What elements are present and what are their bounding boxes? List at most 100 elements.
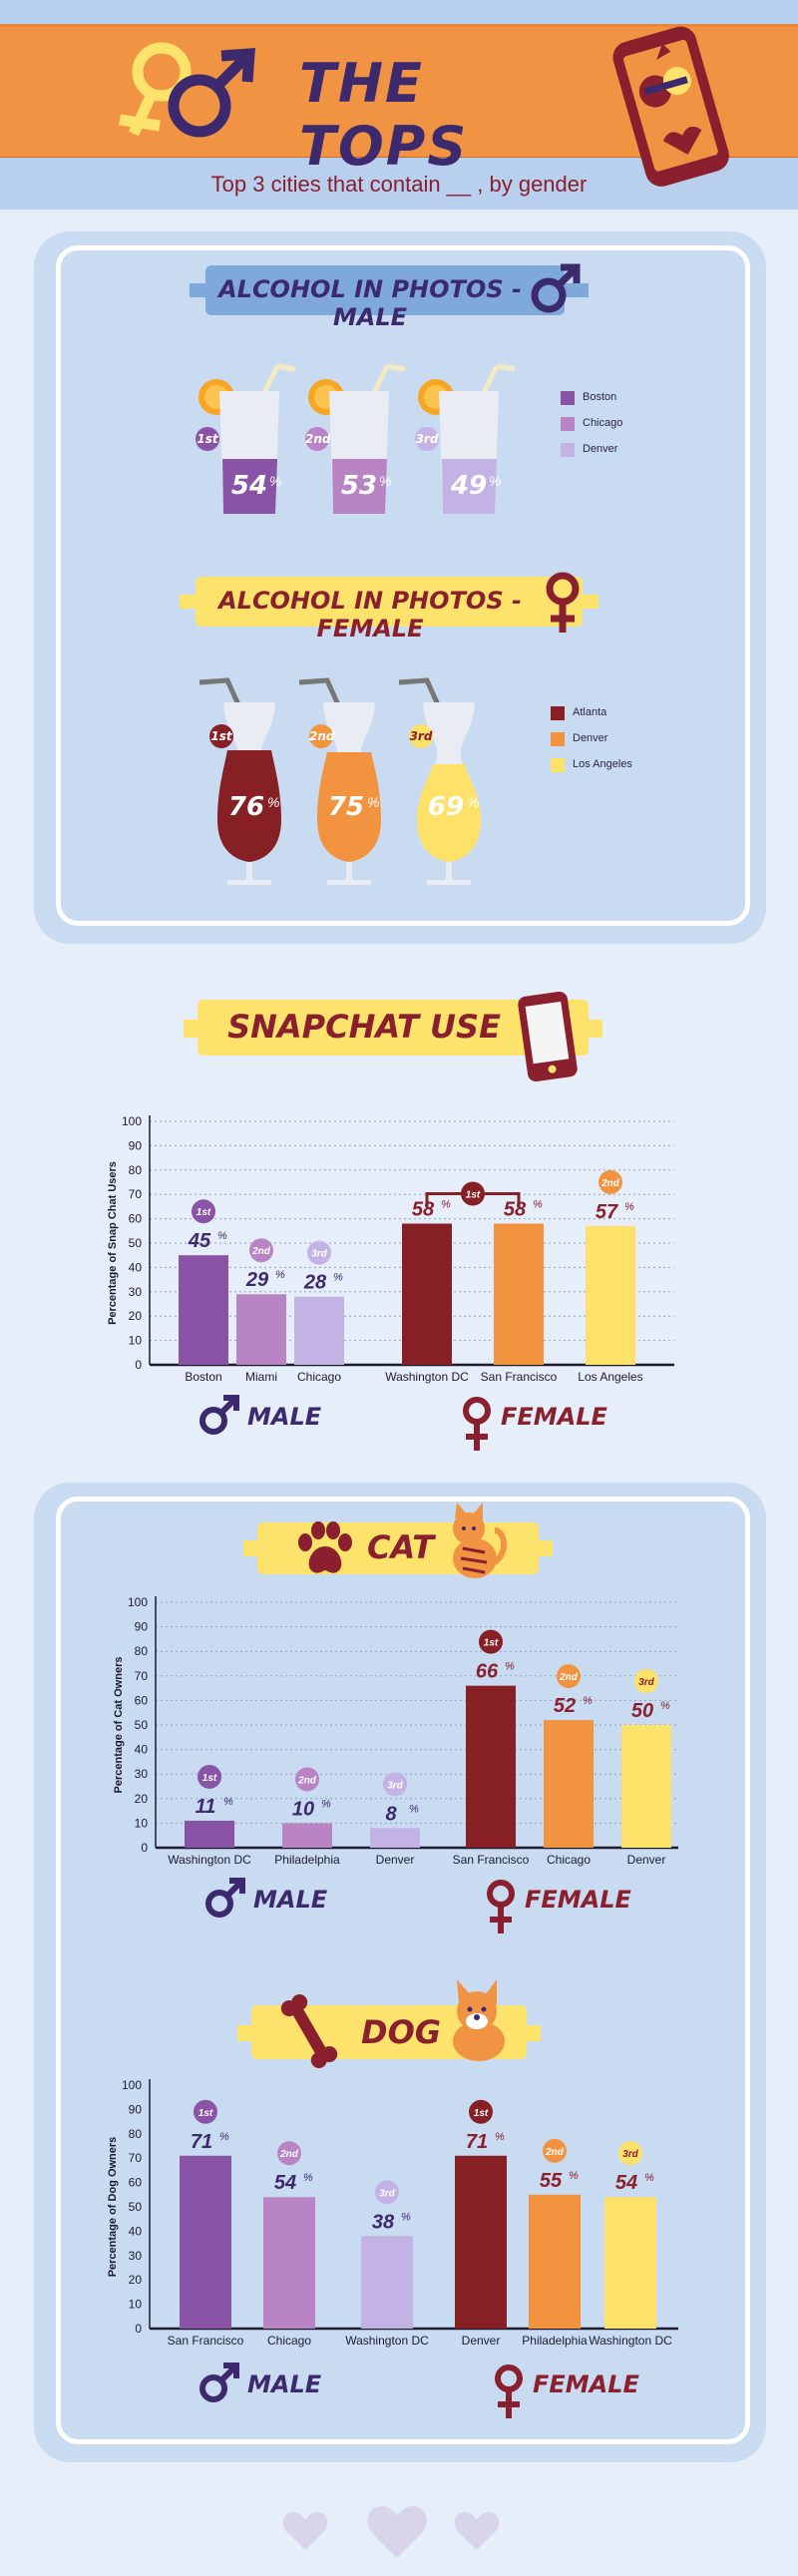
percent-value: 75 bbox=[327, 792, 365, 822]
female-drink-2: 2nd 75 % bbox=[289, 670, 389, 890]
rank-badge bbox=[634, 1669, 658, 1693]
female-drink-3: 3rd 69 % bbox=[389, 670, 489, 890]
y-tick-label: 100 bbox=[122, 2078, 142, 2092]
bone-icon bbox=[280, 1994, 338, 2068]
female-symbol-icon bbox=[495, 2364, 523, 2418]
bar bbox=[621, 1725, 671, 1848]
bar bbox=[282, 1823, 332, 1848]
rank-badge bbox=[194, 2099, 217, 2124]
cat-chart: Percentage of Cat Owners 0 10 20 30 40 50 60 70 8… bbox=[113, 1595, 678, 1867]
bar bbox=[185, 1820, 234, 1848]
male-label: MALE bbox=[247, 2370, 322, 2398]
y-tick-label: 20 bbox=[135, 1792, 149, 1806]
percent-sign: % bbox=[583, 1695, 593, 1707]
snapchat-chart: Percentage of Snap Chat Users 0 10 20 30 40 50… bbox=[107, 1114, 674, 1384]
x-tick-label: Washington DC bbox=[385, 1370, 469, 1384]
bar bbox=[604, 2197, 656, 2329]
percent-value: 49 bbox=[450, 471, 488, 501]
rank-label: 2nd bbox=[279, 2149, 299, 2160]
value-label: 52 bbox=[554, 1695, 576, 1717]
y-tick-label: 30 bbox=[135, 1767, 149, 1781]
rank-label: 1st bbox=[474, 2108, 489, 2119]
x-tick-label: Chicago bbox=[267, 2334, 311, 2348]
value-label: 11 bbox=[196, 1796, 216, 1818]
y-axis-label: Percentage of Cat Owners bbox=[113, 1657, 125, 1794]
x-tick-label: Miami bbox=[245, 1370, 277, 1384]
rank-badge bbox=[295, 1767, 319, 1792]
value-label: 55 bbox=[540, 2170, 563, 2192]
rank-badge: 3rd bbox=[415, 427, 439, 451]
dog-chart: Percentage of Dog Owners 0 10 20 30 40 50 60 70 8… bbox=[107, 2078, 678, 2348]
percent-sign: % bbox=[644, 2172, 654, 2184]
rank-badge: 3rd bbox=[409, 724, 433, 748]
bar bbox=[236, 1294, 286, 1365]
y-tick-label: 30 bbox=[129, 1285, 143, 1299]
bar bbox=[370, 1828, 420, 1848]
bar bbox=[361, 2236, 413, 2329]
percent-sign: % bbox=[275, 1269, 285, 1281]
legend-swatch bbox=[551, 732, 565, 746]
x-tick-label: Philadelphia bbox=[522, 2334, 588, 2348]
rank-label: 3rd bbox=[379, 2188, 395, 2199]
rank-label: 1st bbox=[484, 1638, 499, 1649]
alcohol-female-title: ALCOHOL IN PHOTOS - FEMALE bbox=[218, 587, 522, 643]
percent-sign: % bbox=[409, 1803, 419, 1815]
y-tick-label: 10 bbox=[135, 1816, 149, 1830]
percent-value: 69 bbox=[427, 792, 465, 822]
hurricane-glass-icon bbox=[298, 677, 381, 885]
female-symbol-icon bbox=[546, 572, 580, 633]
value-label: 58 bbox=[504, 1198, 527, 1220]
phone-selfie-icon bbox=[612, 26, 729, 187]
corgi-dog-icon bbox=[453, 1979, 505, 2061]
y-tick-label: 80 bbox=[129, 2127, 143, 2141]
x-tick-label: Denver bbox=[462, 2334, 501, 2348]
rank-label: 1st bbox=[466, 1189, 481, 1200]
legend-label: Atlanta bbox=[573, 706, 607, 718]
y-tick-label: 20 bbox=[129, 2273, 143, 2287]
y-tick-label: 40 bbox=[129, 1260, 143, 1274]
pets-panel-border bbox=[56, 1497, 750, 2444]
percent-sign: % bbox=[401, 2211, 411, 2223]
male-symbol-icon bbox=[205, 1878, 245, 1918]
paw-print-icon bbox=[298, 1521, 352, 1573]
y-tick-label: 70 bbox=[129, 1187, 143, 1201]
legend-label: Boston bbox=[583, 391, 617, 403]
rank-badge bbox=[557, 1664, 581, 1689]
lemonade-glass-icon bbox=[308, 363, 406, 514]
rank-badge bbox=[277, 2141, 301, 2166]
rank-label: 2nd bbox=[559, 1672, 579, 1683]
x-tick-label: Washington DC bbox=[168, 1853, 251, 1867]
value-label: 57 bbox=[596, 1201, 618, 1223]
female-symbol-icon bbox=[487, 1880, 515, 1933]
x-tick-label: Denver bbox=[376, 1853, 415, 1867]
lemonade-glass-icon bbox=[418, 363, 516, 514]
rank-badge bbox=[383, 1772, 407, 1797]
x-tick-label: San Francisco bbox=[453, 1853, 530, 1867]
male-label: MALE bbox=[247, 1403, 322, 1431]
rank-label: 2nd bbox=[545, 2147, 565, 2158]
value-label: 66 bbox=[476, 1661, 499, 1683]
y-tick-label: 90 bbox=[129, 2102, 143, 2116]
rank-badge: 2nd bbox=[309, 724, 334, 748]
rank-label: 3rd bbox=[638, 1677, 654, 1688]
alcohol-male-title: ALCOHOL IN PHOTOS - MALE bbox=[218, 275, 522, 331]
percent-sign: % bbox=[303, 2172, 313, 2184]
percent-sign: % bbox=[467, 794, 480, 810]
rank-label: 1st bbox=[202, 1773, 217, 1784]
percent-sign: % bbox=[660, 1700, 670, 1712]
value-label: 71 bbox=[466, 2131, 488, 2153]
bar bbox=[402, 1223, 452, 1365]
snapchat-title: SNAPCHAT USE bbox=[227, 1008, 501, 1046]
bar bbox=[455, 2155, 507, 2329]
value-label: 45 bbox=[188, 1230, 211, 1252]
bar bbox=[466, 1685, 516, 1848]
percent-value: 53 bbox=[340, 471, 378, 501]
footer-hearts bbox=[282, 2506, 500, 2558]
male-symbol-icon bbox=[200, 1395, 239, 1435]
bar bbox=[494, 1223, 544, 1365]
bar bbox=[180, 2155, 231, 2329]
percent-value: 54 bbox=[230, 471, 268, 501]
male-drink-1: 1st 54 % bbox=[190, 361, 299, 531]
rank-label: 3rd bbox=[622, 2149, 638, 2160]
value-label: 71 bbox=[191, 2131, 212, 2153]
